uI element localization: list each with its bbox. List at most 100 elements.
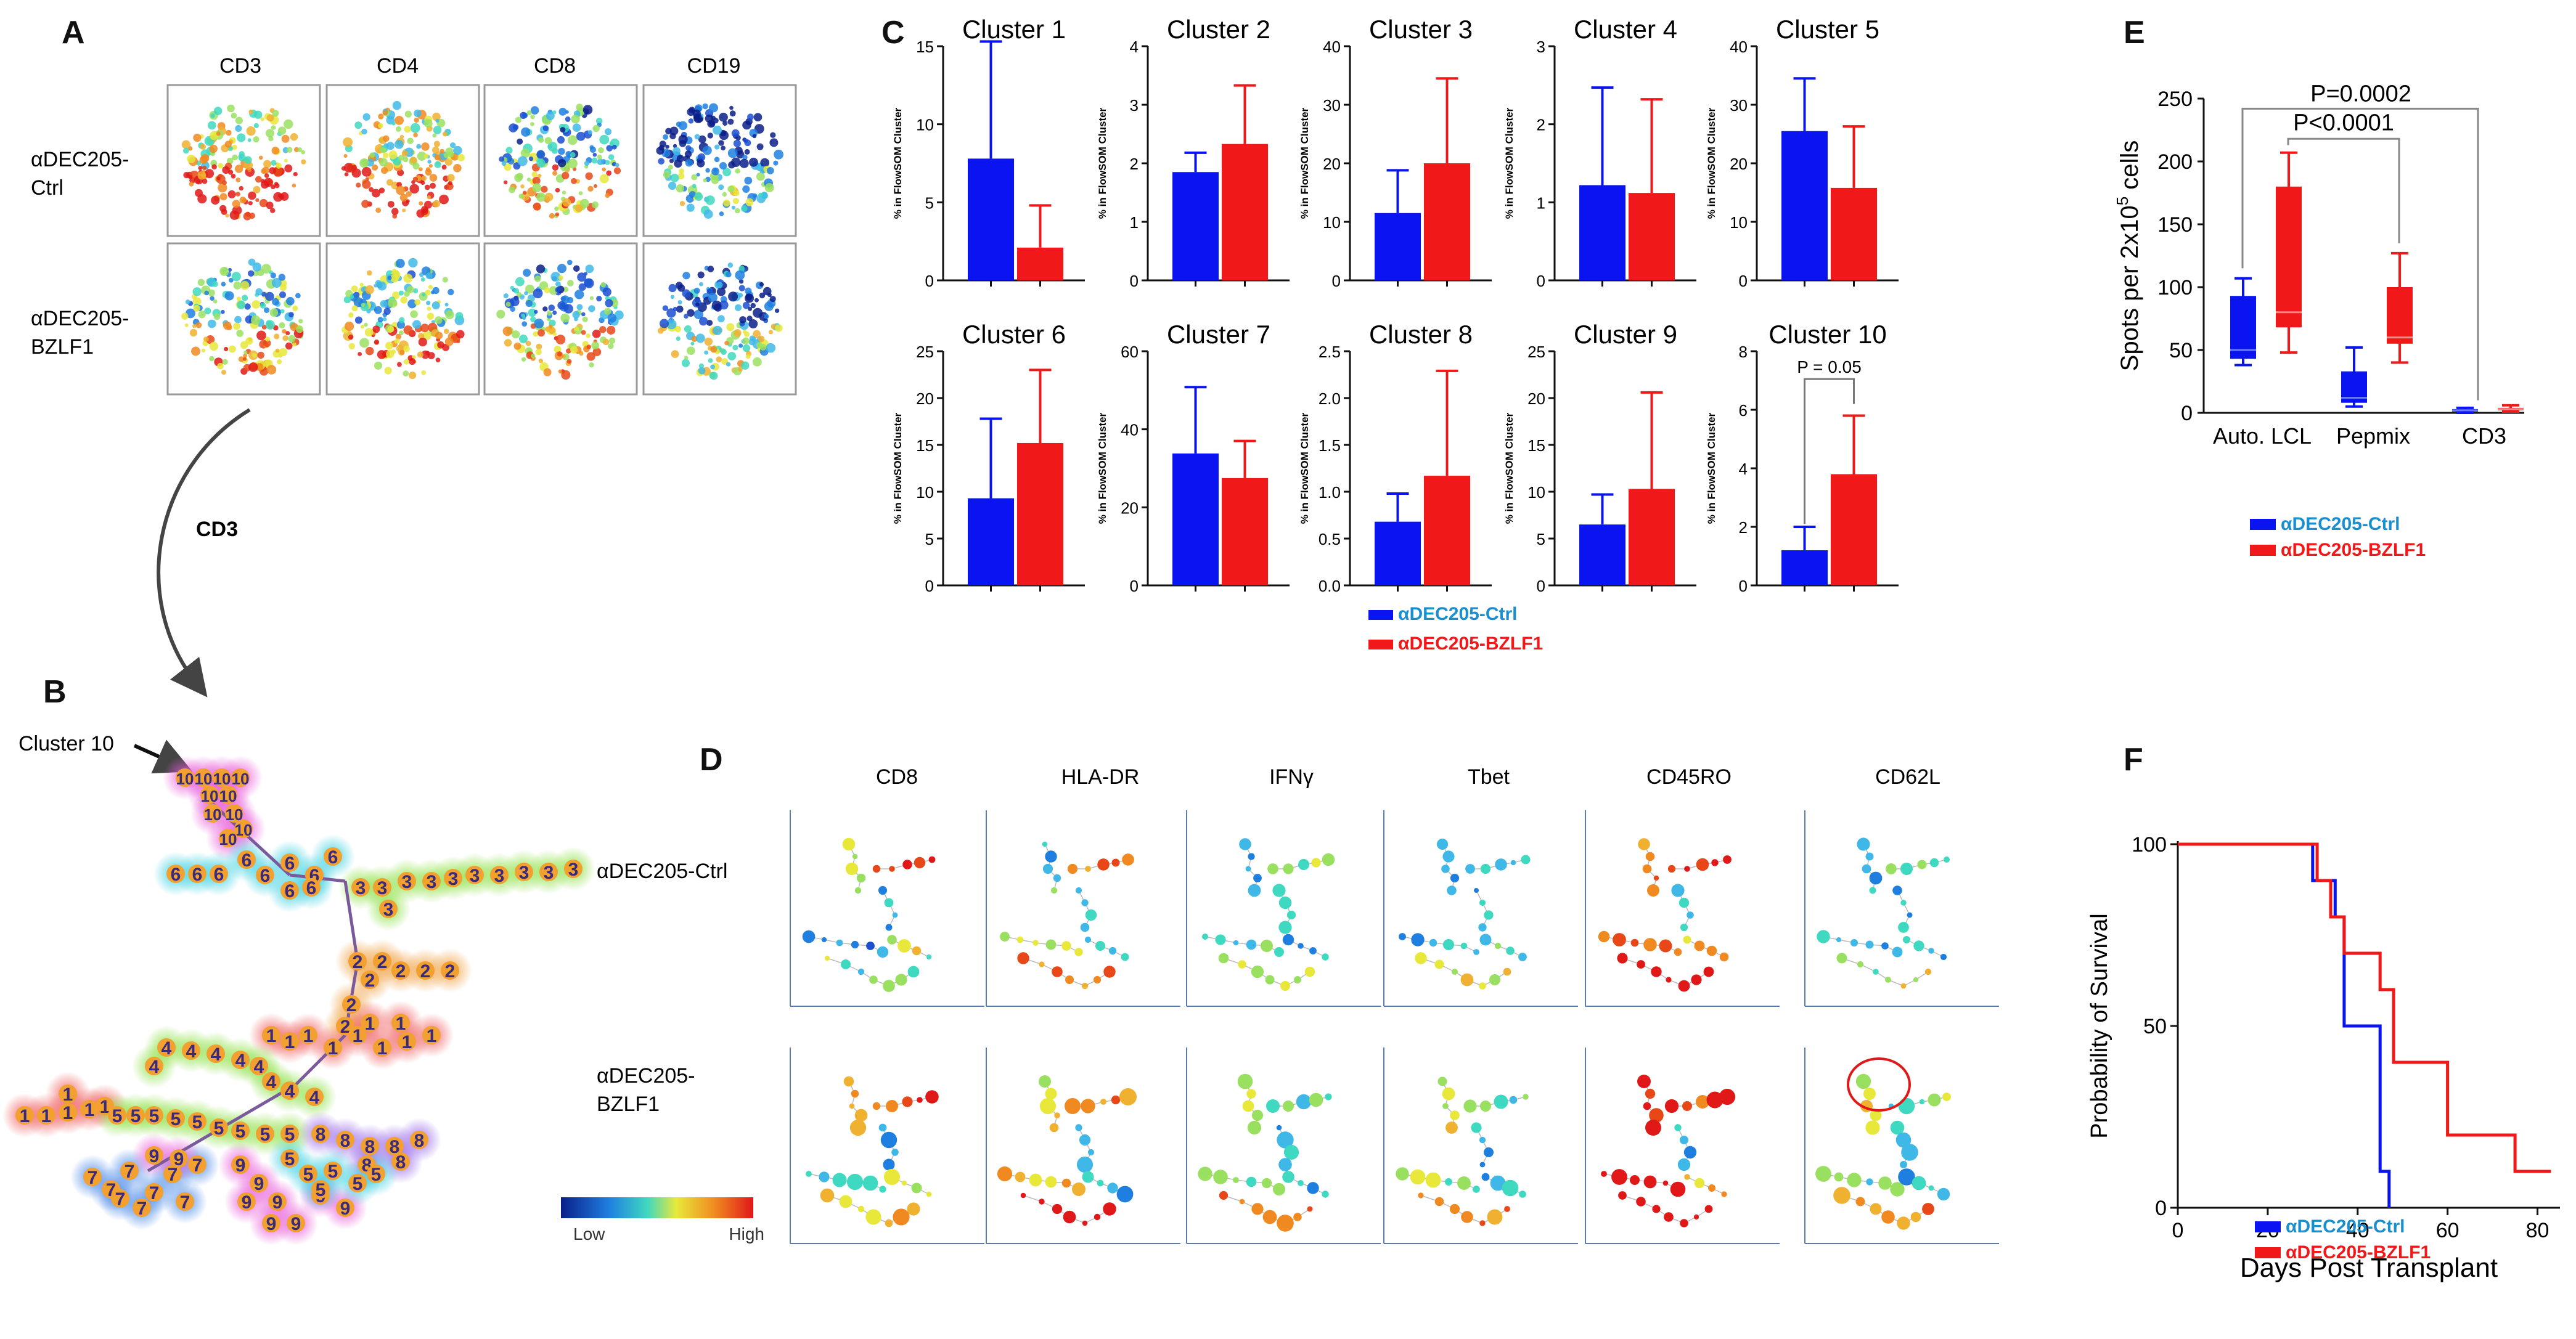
tsne-cell bbox=[198, 166, 203, 171]
tsne-cell bbox=[697, 159, 705, 168]
y-axis-label: % in FlowSOM Cluster bbox=[1706, 107, 1717, 219]
tsne-cell bbox=[525, 284, 534, 294]
tsne-cell bbox=[592, 348, 602, 356]
tsne-cell bbox=[392, 291, 400, 299]
tsne-cell bbox=[558, 275, 563, 280]
d-node bbox=[1015, 1171, 1026, 1182]
tree-node-label: 5 bbox=[303, 1165, 314, 1185]
tsne-cell bbox=[682, 272, 690, 280]
tsne-cell bbox=[578, 283, 586, 291]
d-node bbox=[1928, 1093, 1941, 1107]
tsne-cell bbox=[721, 349, 727, 356]
bar-bzlf1 bbox=[1424, 163, 1470, 280]
tsne-cell bbox=[261, 181, 269, 189]
tsne-cell bbox=[231, 174, 236, 179]
tree-node-label: 5 bbox=[171, 1109, 181, 1129]
d-node bbox=[1881, 942, 1889, 950]
e-y-tick-label: 200 bbox=[2157, 150, 2193, 174]
d-node bbox=[865, 1209, 881, 1225]
d-node bbox=[1683, 935, 1691, 944]
d-node bbox=[878, 1123, 887, 1132]
tsne-cell bbox=[453, 145, 462, 155]
tree-node bbox=[250, 1057, 268, 1075]
tree-node bbox=[398, 872, 416, 890]
tsne-cell bbox=[418, 338, 427, 347]
tsne-cell bbox=[532, 183, 542, 193]
d-node bbox=[1219, 1190, 1229, 1200]
tsne-cell bbox=[448, 288, 454, 296]
tsne-cell bbox=[192, 297, 202, 306]
y-tick-label: 0 bbox=[1130, 272, 1139, 290]
tsne-cell bbox=[558, 148, 565, 155]
tree-node bbox=[305, 1088, 324, 1106]
bar-bzlf1 bbox=[1629, 489, 1675, 585]
tsne-cell bbox=[552, 171, 558, 176]
tsne-cell bbox=[388, 150, 398, 160]
tsne-cell bbox=[425, 167, 431, 173]
bar-bzlf1 bbox=[1017, 247, 1063, 280]
tsne-cell bbox=[301, 150, 306, 155]
d-node bbox=[898, 939, 911, 953]
d-node bbox=[1678, 980, 1690, 992]
tsne-cell bbox=[232, 144, 237, 150]
tsne-cell bbox=[382, 152, 389, 158]
d-node bbox=[1903, 936, 1910, 943]
d-node bbox=[1670, 1181, 1686, 1197]
tsne-cell bbox=[588, 130, 592, 135]
tsne-cell bbox=[663, 171, 671, 179]
tsne-cell bbox=[517, 138, 523, 145]
d-node bbox=[885, 924, 893, 931]
tsne-cell bbox=[515, 277, 525, 287]
tsne-cell bbox=[227, 190, 236, 198]
panel-label-b: B bbox=[43, 674, 67, 710]
d-node bbox=[1282, 1171, 1294, 1183]
tsne-cell bbox=[219, 193, 227, 201]
d-node bbox=[1495, 858, 1507, 871]
tree-node-label: 2 bbox=[365, 971, 375, 991]
tsne-cell bbox=[386, 142, 395, 150]
d-node bbox=[902, 860, 912, 869]
tsne-cell bbox=[193, 304, 200, 312]
tsne-cell bbox=[238, 154, 246, 162]
tsne-cell bbox=[677, 300, 682, 304]
tsne-cell bbox=[403, 325, 413, 335]
tsne-cell bbox=[734, 190, 740, 197]
tsne-cell bbox=[282, 335, 288, 341]
tsne-cell bbox=[576, 304, 583, 311]
tsne-cell bbox=[378, 113, 384, 120]
d-node bbox=[1063, 1210, 1076, 1224]
tsne-cell bbox=[567, 259, 573, 266]
d-node bbox=[1479, 899, 1486, 906]
tree-node-label: 6 bbox=[242, 850, 252, 871]
d-node bbox=[1245, 866, 1251, 872]
tree-node-label: 9 bbox=[174, 1149, 184, 1170]
tsne-cell bbox=[613, 167, 621, 174]
d-node bbox=[1442, 1103, 1449, 1109]
tsne-cell bbox=[718, 184, 724, 190]
tsne-cell bbox=[729, 110, 736, 117]
tree-node bbox=[441, 961, 459, 980]
tsne-cell bbox=[450, 142, 456, 149]
d-node bbox=[1521, 855, 1531, 865]
tree-node-label: 1 bbox=[63, 1085, 73, 1105]
tsne-cell bbox=[243, 212, 251, 221]
tsne-cell bbox=[229, 210, 240, 220]
tree-node-label: 1 bbox=[41, 1106, 52, 1126]
tsne-cell bbox=[542, 125, 549, 131]
d-node bbox=[1924, 968, 1932, 975]
tsne-cell bbox=[246, 126, 256, 136]
tree-node bbox=[311, 1180, 330, 1199]
d-node bbox=[1122, 853, 1134, 866]
tree-node-label: 1 bbox=[285, 1032, 295, 1052]
y-tick-label: 3 bbox=[1537, 38, 1545, 56]
tsne-cell bbox=[749, 157, 758, 167]
tsne-cell bbox=[248, 362, 258, 372]
tree-node-label: 4 bbox=[149, 1057, 160, 1077]
tsne-cell bbox=[192, 287, 202, 296]
tsne-cell bbox=[361, 158, 369, 166]
y-tick-label: 0 bbox=[925, 272, 934, 290]
d-node bbox=[1399, 933, 1406, 940]
tree-node-label: 3 bbox=[519, 863, 530, 883]
d-node bbox=[925, 1090, 939, 1104]
tsne-cell bbox=[555, 212, 560, 217]
